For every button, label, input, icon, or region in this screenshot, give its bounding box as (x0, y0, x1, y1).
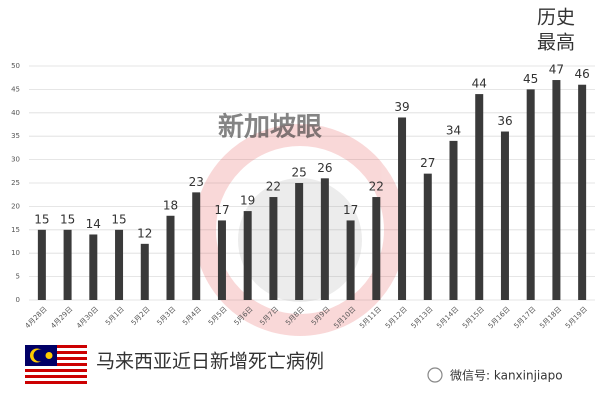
x-tick-label: 5月16日 (487, 305, 512, 330)
y-tick-label: 50 (11, 62, 20, 70)
x-tick-label: 4月28日 (24, 305, 49, 330)
bar (295, 183, 304, 300)
bar (166, 215, 175, 300)
bar (140, 243, 149, 300)
value-label: 25 (291, 166, 306, 180)
value-label: 18 (163, 198, 178, 212)
bar (243, 211, 252, 300)
bar (320, 178, 329, 300)
x-tick-label: 5月2日 (130, 305, 152, 327)
value-label: 22 (266, 180, 281, 194)
value-label: 15 (60, 212, 75, 226)
bar (475, 94, 484, 300)
value-label: 36 (497, 114, 512, 128)
y-tick-label: 0 (16, 296, 20, 304)
bar (115, 229, 124, 300)
value-label: 19 (240, 194, 255, 208)
footer: 微信号: kanxinjiapo (450, 369, 563, 383)
bar (552, 80, 561, 300)
x-tick-label: 5月19日 (564, 305, 589, 330)
bar (63, 229, 72, 300)
value-label: 22 (369, 180, 384, 194)
caption: 马来西亚近日新增死亡病例 (96, 351, 324, 373)
value-label: 12 (137, 226, 152, 240)
annotation: 最高 (537, 32, 575, 54)
bar (578, 84, 587, 300)
bar (398, 117, 407, 300)
y-tick-label: 40 (11, 109, 20, 117)
x-tick-label: 5月3日 (155, 305, 177, 327)
x-tick-label: 5月12日 (384, 305, 409, 330)
value-label: 23 (189, 175, 204, 189)
value-label: 14 (86, 217, 101, 231)
bar (372, 197, 381, 300)
x-tick-label: 5月13日 (410, 305, 435, 330)
y-tick-label: 45 (11, 85, 20, 93)
x-tick-label: 5月1日 (104, 305, 126, 327)
x-tick-label: 5月15日 (461, 305, 486, 330)
value-label: 15 (111, 212, 126, 226)
bar (423, 173, 432, 300)
x-tick-label: 5月17日 (512, 305, 537, 330)
value-label: 44 (472, 77, 487, 91)
value-label: 27 (420, 156, 435, 170)
y-tick-label: 15 (11, 226, 20, 234)
value-label: 39 (394, 100, 409, 114)
y-tick-label: 20 (11, 202, 20, 210)
bar (526, 89, 535, 301)
bar (37, 229, 46, 300)
y-tick-label: 30 (11, 156, 20, 164)
bar (89, 234, 98, 300)
bar (346, 220, 355, 300)
y-tick-label: 35 (11, 132, 20, 140)
y-tick-label: 25 (11, 179, 20, 187)
annotation: 历史 (537, 7, 575, 29)
wechat-icon (427, 367, 443, 383)
value-label: 26 (317, 161, 332, 175)
value-label: 17 (214, 203, 229, 217)
bar (269, 197, 278, 300)
x-tick-label: 5月18日 (538, 305, 563, 330)
flag (25, 345, 87, 385)
bar (217, 220, 226, 300)
value-label: 47 (549, 63, 564, 77)
value-label: 46 (574, 67, 589, 81)
bar (192, 192, 201, 300)
x-tick-label: 4月30日 (75, 305, 100, 330)
x-tick-label: 5月5日 (207, 305, 229, 327)
y-tick-label: 10 (11, 249, 20, 257)
value-label: 45 (523, 72, 538, 86)
watermark: 新加坡眼 (218, 112, 322, 143)
y-tick-label: 5 (16, 273, 20, 281)
x-tick-label: 4月29日 (49, 305, 74, 330)
bar (449, 140, 458, 300)
x-tick-label: 5月4日 (181, 305, 203, 327)
value-label: 15 (34, 212, 49, 226)
bar (500, 131, 509, 300)
value-label: 34 (446, 123, 461, 137)
x-tick-label: 5月14日 (435, 305, 460, 330)
value-label: 17 (343, 203, 358, 217)
